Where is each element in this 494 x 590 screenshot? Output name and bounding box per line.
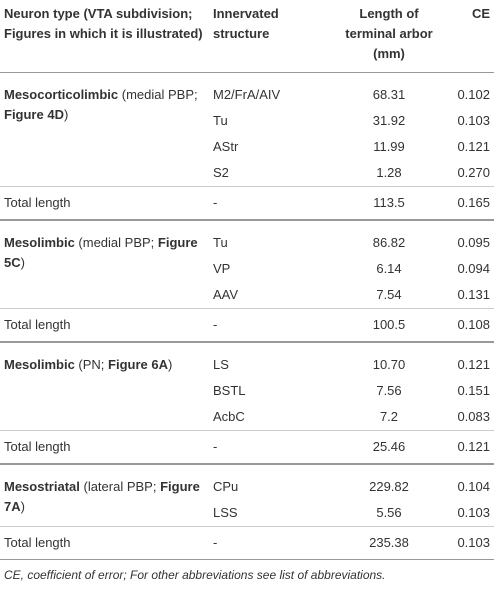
structure-cell: AcbC xyxy=(213,409,245,424)
total-cell: 25.46 xyxy=(334,430,444,465)
data-row: Mesocorticolimbic (medial PBP; Figure 4D… xyxy=(0,73,494,122)
neuron-type-text: (medial PBP; xyxy=(74,235,158,250)
length-cell: 7.56 xyxy=(376,383,402,398)
neuron-type-text: ) xyxy=(63,107,69,122)
header-cell: CE xyxy=(444,0,494,73)
neuron-type-text: Mesolimbic xyxy=(4,357,75,372)
header-cell: Length of terminal arbor (mm) xyxy=(334,0,444,73)
structure-cell: LSS xyxy=(213,505,238,520)
length-cell: 31.92 xyxy=(372,113,406,128)
length-cell: 5.56 xyxy=(376,505,402,520)
structure-cell: LS xyxy=(213,357,229,372)
length-cell: 11.99 xyxy=(373,139,405,154)
data-row: Mesostriatal (lateral PBP; Figure 7A) CPu… xyxy=(0,464,494,514)
data-row: AcbC 7.2 0.083 xyxy=(0,404,494,431)
structure-cell: AAV xyxy=(213,287,239,302)
ce-cell: 0.103 xyxy=(457,113,490,128)
header-cell: Innervated structure xyxy=(209,0,334,73)
total-cell: - xyxy=(209,186,334,221)
data-row: S2 1.28 0.270 xyxy=(0,160,494,187)
neuron-type-cell: Mesocorticolimbic (medial PBP; Figure 4D… xyxy=(0,73,209,187)
ce-cell: 0.103 xyxy=(457,505,490,520)
data-row: AStr 11.99 0.121 xyxy=(0,134,494,160)
length-cell: 6.14 xyxy=(376,261,402,276)
neuron-type-text: Figure 7A xyxy=(4,479,200,514)
ce-cell: 0.102 xyxy=(457,87,490,102)
neuron-type-text: ) xyxy=(20,499,25,514)
neuron-type-text: Mesolimbic xyxy=(4,235,75,250)
length-cell: 68.31 xyxy=(372,87,406,102)
structure-cell: Tu xyxy=(213,235,228,250)
structure-cell: BSTL xyxy=(213,383,246,398)
neuron-type-text: Figure 5C xyxy=(4,235,198,270)
length-cell: 1.28 xyxy=(376,165,402,180)
neuron-type-text: Figure 6A xyxy=(108,357,168,372)
data-row: Mesolimbic (PN; Figure 6A) LS 10.70 0.121 xyxy=(0,342,494,378)
data-row: Mesolimbic (medial PBP; Figure 5C) Tu 86.8… xyxy=(0,220,494,270)
total-cell: 235.38 xyxy=(334,526,444,560)
data-row: Tu 31.92 0.103 xyxy=(0,108,494,134)
header-cell: Neuron type (VTA subdivision; Figures in… xyxy=(0,0,209,73)
total-row: Total length -235.38 0.103 xyxy=(0,526,494,560)
structure-cell: CPu xyxy=(213,479,239,494)
neuron-type-cell: Mesolimbic (PN; Figure 6A) xyxy=(0,342,209,431)
total-cell: 0.108 xyxy=(444,308,494,343)
neuron-type-text: ) xyxy=(168,357,173,372)
length-cell: 10.70 xyxy=(372,357,406,372)
header-row: Neuron type (VTA subdivision; Figures in… xyxy=(0,0,494,73)
length-cell: 86.82 xyxy=(372,235,406,250)
neuron-type-text: Figure 4D xyxy=(4,107,64,122)
total-cell: 100.5 xyxy=(334,308,444,343)
total-cell: Total length xyxy=(0,186,209,221)
ce-cell: 0.095 xyxy=(457,235,490,250)
data-row: LSS 5.56 0.103 xyxy=(0,500,494,527)
footnote: CE, coefficient of error; For other abbr… xyxy=(4,568,386,582)
length-cell: 7.54 xyxy=(376,287,402,302)
ce-cell: 0.083 xyxy=(457,409,490,424)
total-cell: 0.165 xyxy=(444,186,494,221)
total-cell: - xyxy=(209,526,334,560)
neuron-type-text: Mesocorticolimbic xyxy=(4,87,119,102)
structure-cell: VP xyxy=(213,261,231,276)
length-cell: 229.82 xyxy=(369,479,409,494)
total-cell: 0.121 xyxy=(444,430,494,465)
neuron-type-text: (lateral PBP; xyxy=(79,479,161,494)
total-cell: Total length xyxy=(0,526,209,560)
neuron-type-text: (medial PBP; xyxy=(118,87,198,102)
structure-cell: S2 xyxy=(213,165,229,180)
length-cell: 7.2 xyxy=(379,409,399,424)
data-row: AAV 7.54 0.131 xyxy=(0,282,494,309)
data-row: BSTL 7.56 0.151 xyxy=(0,378,494,404)
structure-cell: AStr xyxy=(213,139,239,154)
structure-cell: Tu xyxy=(213,113,228,128)
ce-cell: 0.270 xyxy=(457,165,490,180)
data-table: Neuron type (VTA subdivision; Figures in… xyxy=(0,0,494,560)
total-cell: Total length xyxy=(0,308,209,343)
neuron-type-cell: Mesolimbic (medial PBP; Figure 5C) xyxy=(0,220,209,309)
neuron-type-text: (PN; xyxy=(74,357,109,372)
ce-cell: 0.104 xyxy=(457,479,490,494)
total-row: Total length -113.5 0.165 xyxy=(0,186,494,221)
total-row: Total length -100.5 0.108 xyxy=(0,308,494,343)
ce-cell: 0.094 xyxy=(457,261,490,276)
total-cell: 113.5 xyxy=(334,186,444,221)
total-row: Total length -25.46 0.121 xyxy=(0,430,494,465)
ce-cell: 0.121 xyxy=(457,357,490,372)
neuron-type-text: Mesostriatal xyxy=(4,479,80,494)
ce-cell: 0.131 xyxy=(457,287,490,302)
ce-cell: 0.151 xyxy=(457,383,490,398)
ce-cell: 0.121 xyxy=(457,139,490,154)
total-cell: - xyxy=(209,430,334,465)
neuron-type-cell: Mesostriatal (lateral PBP; Figure 7A) xyxy=(0,464,209,527)
data-row: VP 6.14 0.094 xyxy=(0,256,494,282)
neuron-type-text: ) xyxy=(20,255,25,270)
total-cell: Total length xyxy=(0,430,209,465)
table-body: Mesocorticolimbic (medial PBP; Figure 4D… xyxy=(0,73,494,560)
structure-cell: M2/FrA/AIV xyxy=(213,87,281,102)
total-cell: - xyxy=(209,308,334,343)
